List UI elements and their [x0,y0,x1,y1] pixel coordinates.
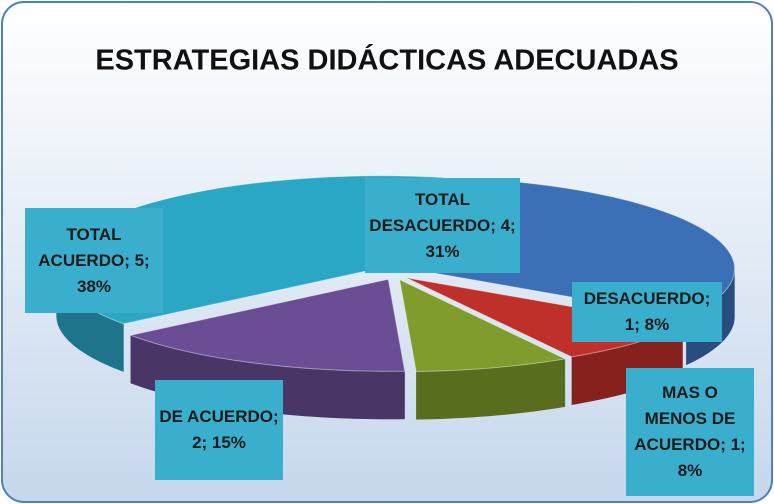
data-label: DE ACUERDO; 2; 15% [155,380,283,480]
data-label: MAS O MENOS DE ACUERDO; 1; 8% [626,368,754,496]
data-label-text: ; 2; 15% [192,407,279,452]
data-label-text: ; 4; 31% [425,215,516,261]
data-label-text: TOTAL DESACUERDO [369,189,491,235]
slice-side-shade [56,267,124,372]
data-label-text: ; 1; 8% [677,435,746,480]
slice-side [416,358,566,420]
data-label: TOTAL ACUERDO; 5; 38% [25,208,163,313]
data-label-text: MAS O MENOS DE ACUERDO [634,383,736,454]
data-label-text: ; 5; 38% [76,250,150,296]
slice-side-shade [416,358,566,420]
data-label: TOTAL DESACUERDO; 4; 31% [365,178,520,273]
data-label-text: TOTAL ACUERDO [38,224,125,270]
data-label-text: DESACUERDO [583,289,705,308]
chart-title: ESTRATEGIAS DIDÁCTICAS ADECUADAS [95,43,678,77]
slice-side [571,326,683,405]
data-label: DESACUERDO; 1; 8% [572,282,722,342]
slice [398,278,567,373]
data-label-text: ; 1; 8% [624,289,711,334]
slice-side [56,267,124,372]
slice [128,278,406,372]
slice-side-shade [571,326,683,405]
data-label-text: DE ACUERDO [159,407,273,426]
